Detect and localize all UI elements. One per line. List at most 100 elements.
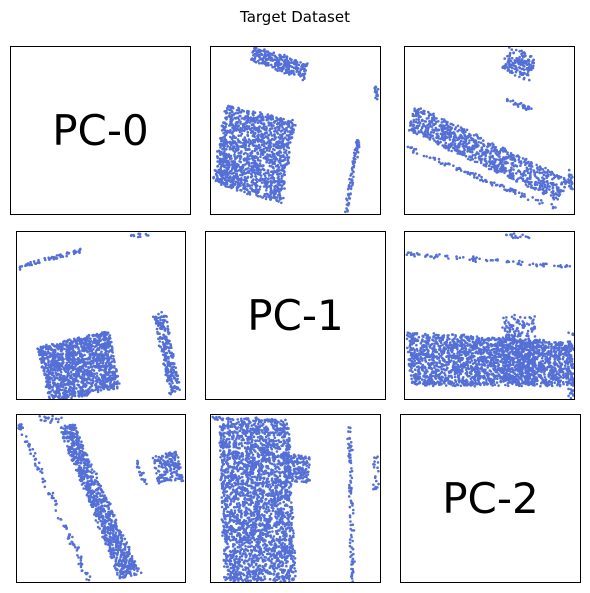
data-point [278,69,282,72]
data-point [163,363,167,367]
data-point [74,373,78,376]
data-point [250,169,253,172]
data-point [83,343,87,346]
data-point [71,382,75,386]
data-point [48,381,52,384]
data-point [474,153,477,157]
data-point [526,73,530,77]
data-point [546,174,550,178]
data-point [227,165,231,168]
data-point [521,260,524,264]
data-point [441,136,444,139]
data-point [435,253,438,257]
data-point [147,234,150,237]
data-point [106,364,109,368]
data-point [283,131,287,135]
data-point [244,138,247,141]
data-point [284,136,287,139]
data-point [246,192,249,196]
data-point [69,357,72,361]
data-point [474,260,477,263]
data-point [223,182,227,186]
data-point [490,183,494,187]
data-point [228,172,232,175]
data-point [66,339,69,343]
data-point [257,55,261,58]
data-point [268,161,271,165]
data-point [266,116,269,120]
data-point [157,312,160,316]
data-point [422,109,425,113]
data-point [468,139,471,142]
data-point [462,128,466,131]
data-point [70,341,73,345]
data-point [252,54,255,57]
data-point [448,138,452,141]
data-point [238,168,241,172]
data-point [108,356,111,360]
data-point [415,118,418,121]
data-point [65,366,68,370]
data-point [274,67,277,71]
data-point [51,385,54,389]
data-point [458,256,462,260]
data-point [234,111,238,115]
data-point [347,201,351,205]
data-point [553,264,556,268]
data-point [509,187,512,190]
data-point [347,192,350,196]
data-point [269,188,273,192]
data-point [59,358,63,361]
data-point [265,149,269,152]
data-point [265,195,268,198]
point-cluster-0 [405,251,572,269]
data-point [469,134,472,137]
data-point [225,172,229,176]
data-point [86,357,89,360]
data-point [259,174,263,177]
data-point [61,342,65,346]
data-point [77,347,80,351]
point-cluster-0 [18,247,82,271]
data-point [264,142,268,145]
data-point [515,164,518,168]
data-point [246,148,250,151]
data-point [161,341,165,344]
data-point [452,164,455,167]
data-point [110,376,114,380]
data-point [220,183,223,186]
data-point [84,365,88,368]
data-point [165,320,169,324]
data-point [86,370,89,374]
data-point [158,340,161,343]
data-point [531,196,534,199]
data-point [273,180,277,183]
data-point [172,370,176,374]
data-point [281,175,284,178]
data-point [545,262,548,266]
data-point [293,62,296,66]
data-point [267,177,270,180]
data-point [108,370,111,374]
data-point [280,124,283,127]
data-point [440,129,444,133]
data-point [223,178,227,182]
data-point [275,188,279,192]
data-point [69,392,72,396]
data-point [237,118,241,122]
data-point [250,184,254,187]
data-point [110,365,114,368]
data-point [525,166,529,170]
data-point [274,192,277,196]
data-point [292,128,296,131]
data-point [111,372,115,376]
data-point [541,191,545,195]
data-point [68,387,71,391]
data-point [240,181,243,185]
data-point [159,318,162,322]
data-point [247,144,251,148]
data-point [281,67,285,71]
data-point [546,182,550,185]
data-point [526,63,529,66]
data-point [242,117,246,120]
